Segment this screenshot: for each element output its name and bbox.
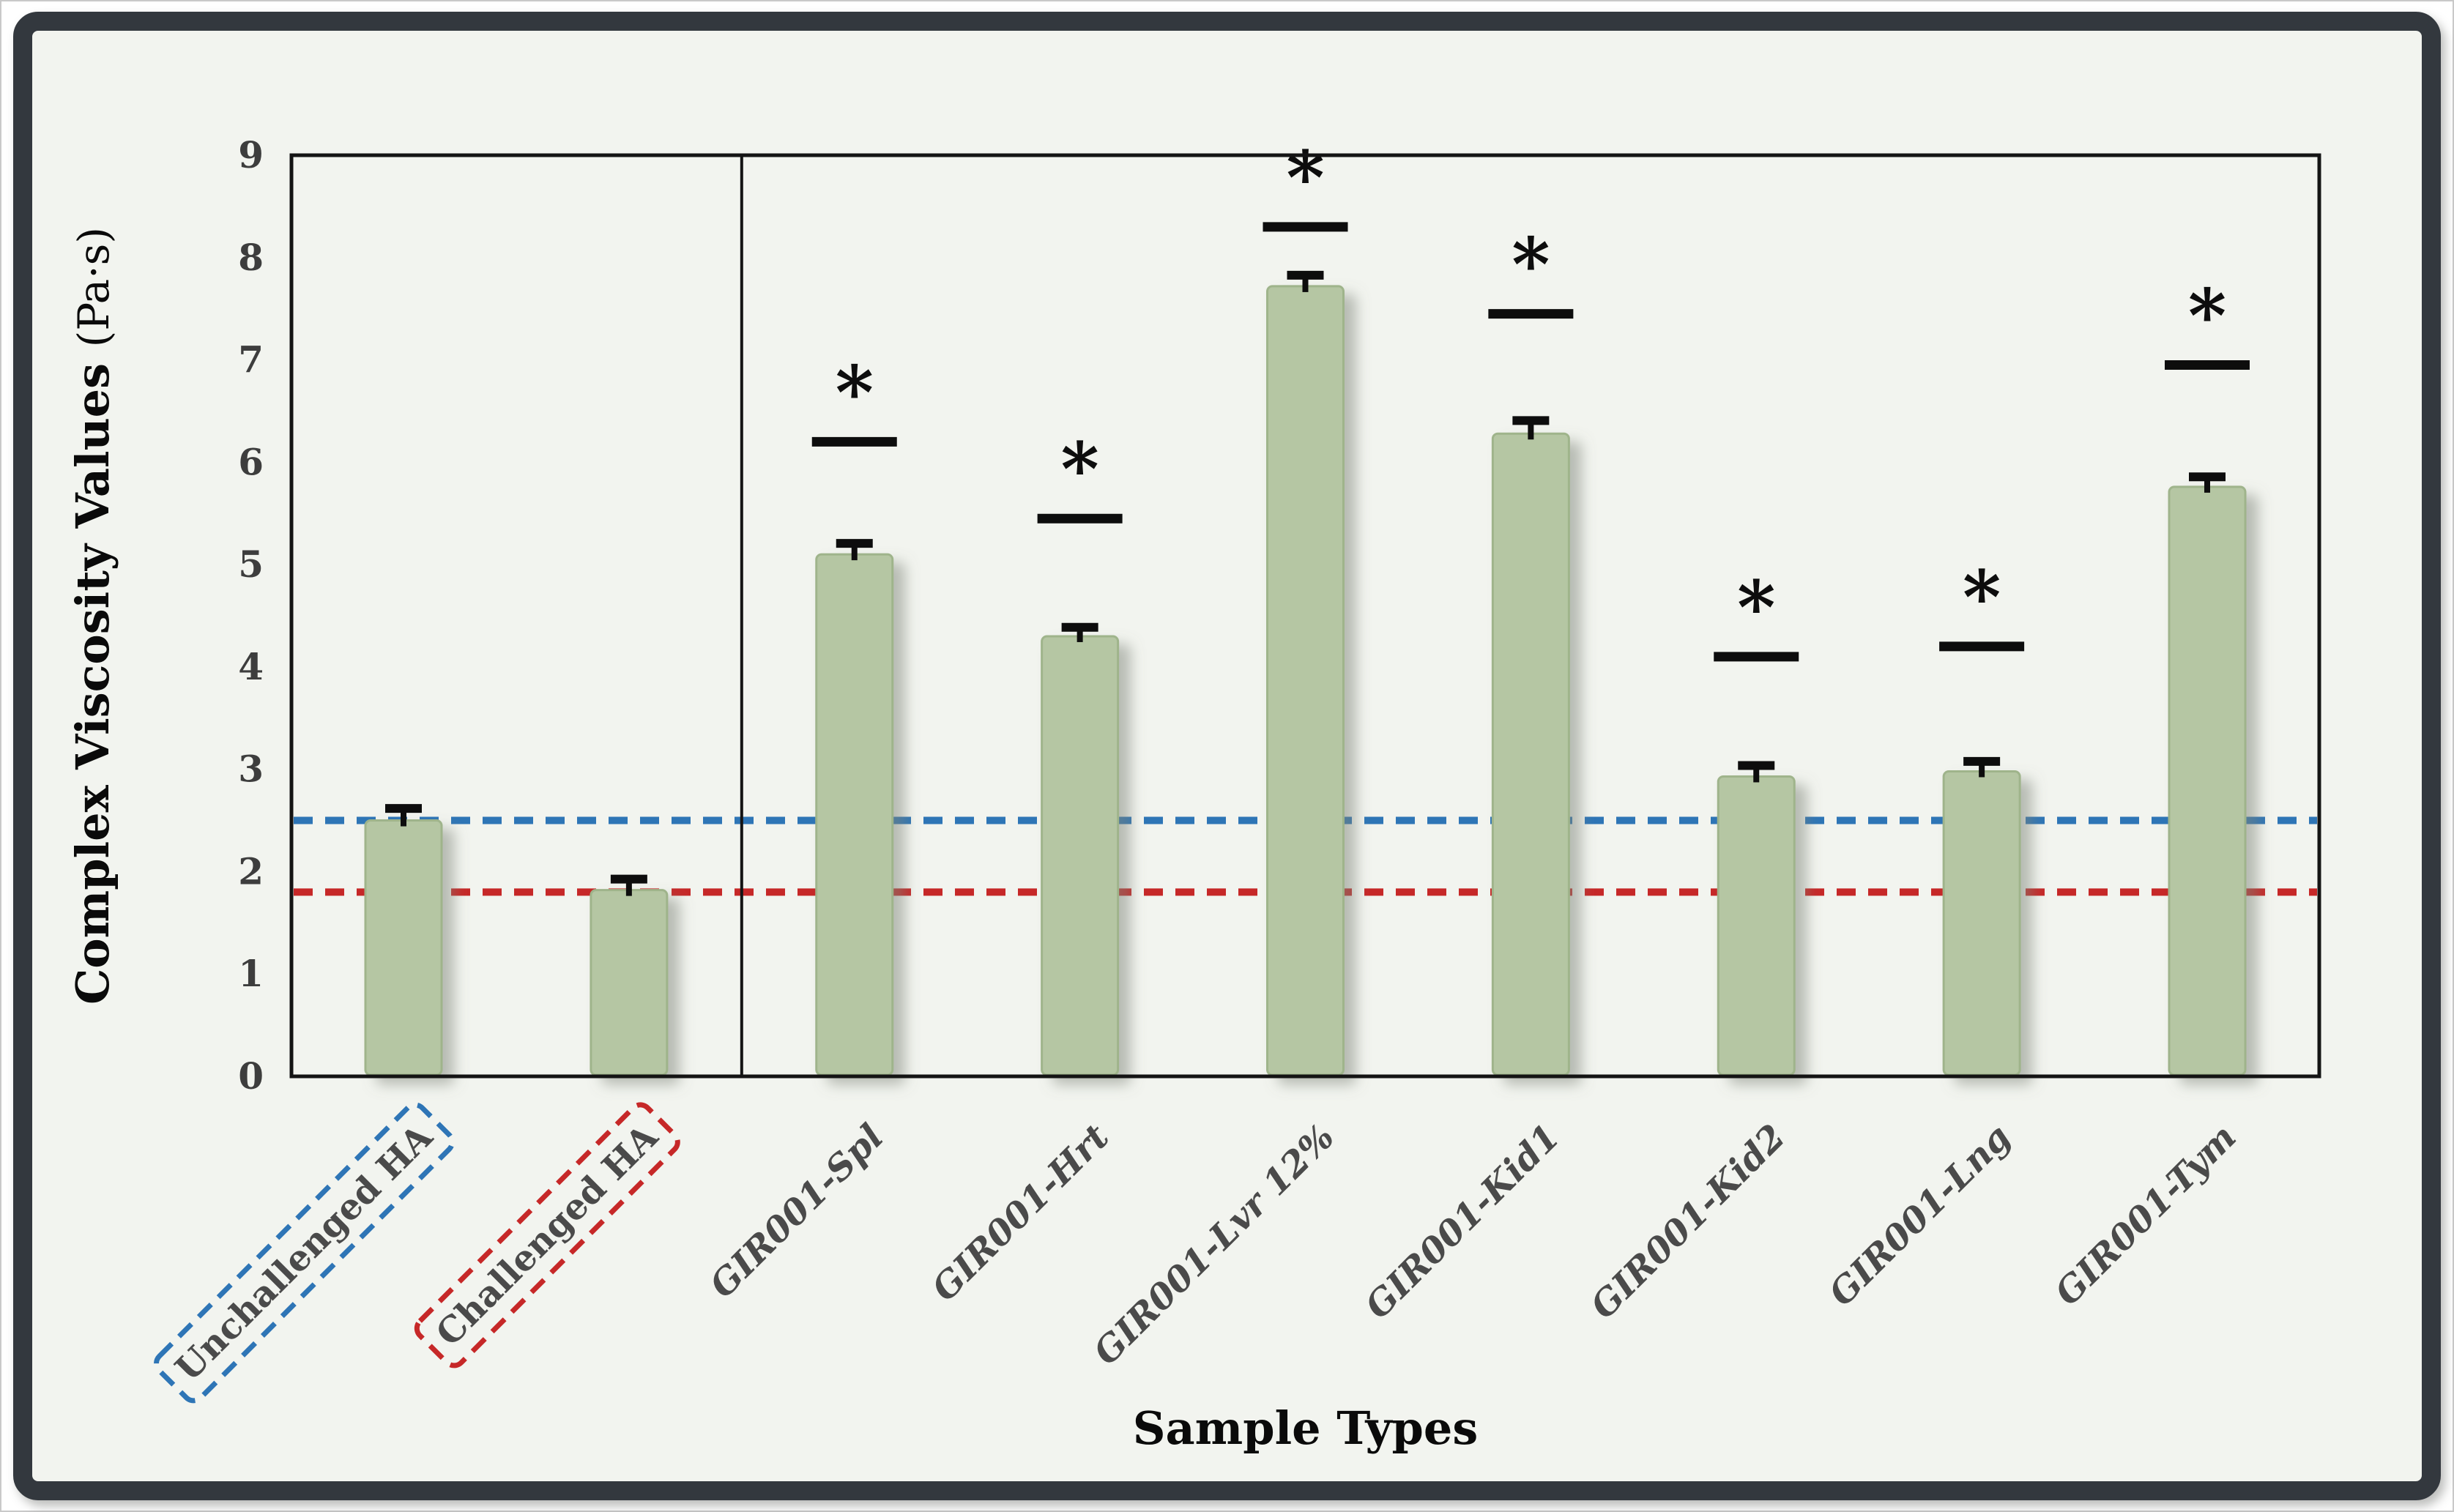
figure-frame	[13, 12, 2441, 1500]
